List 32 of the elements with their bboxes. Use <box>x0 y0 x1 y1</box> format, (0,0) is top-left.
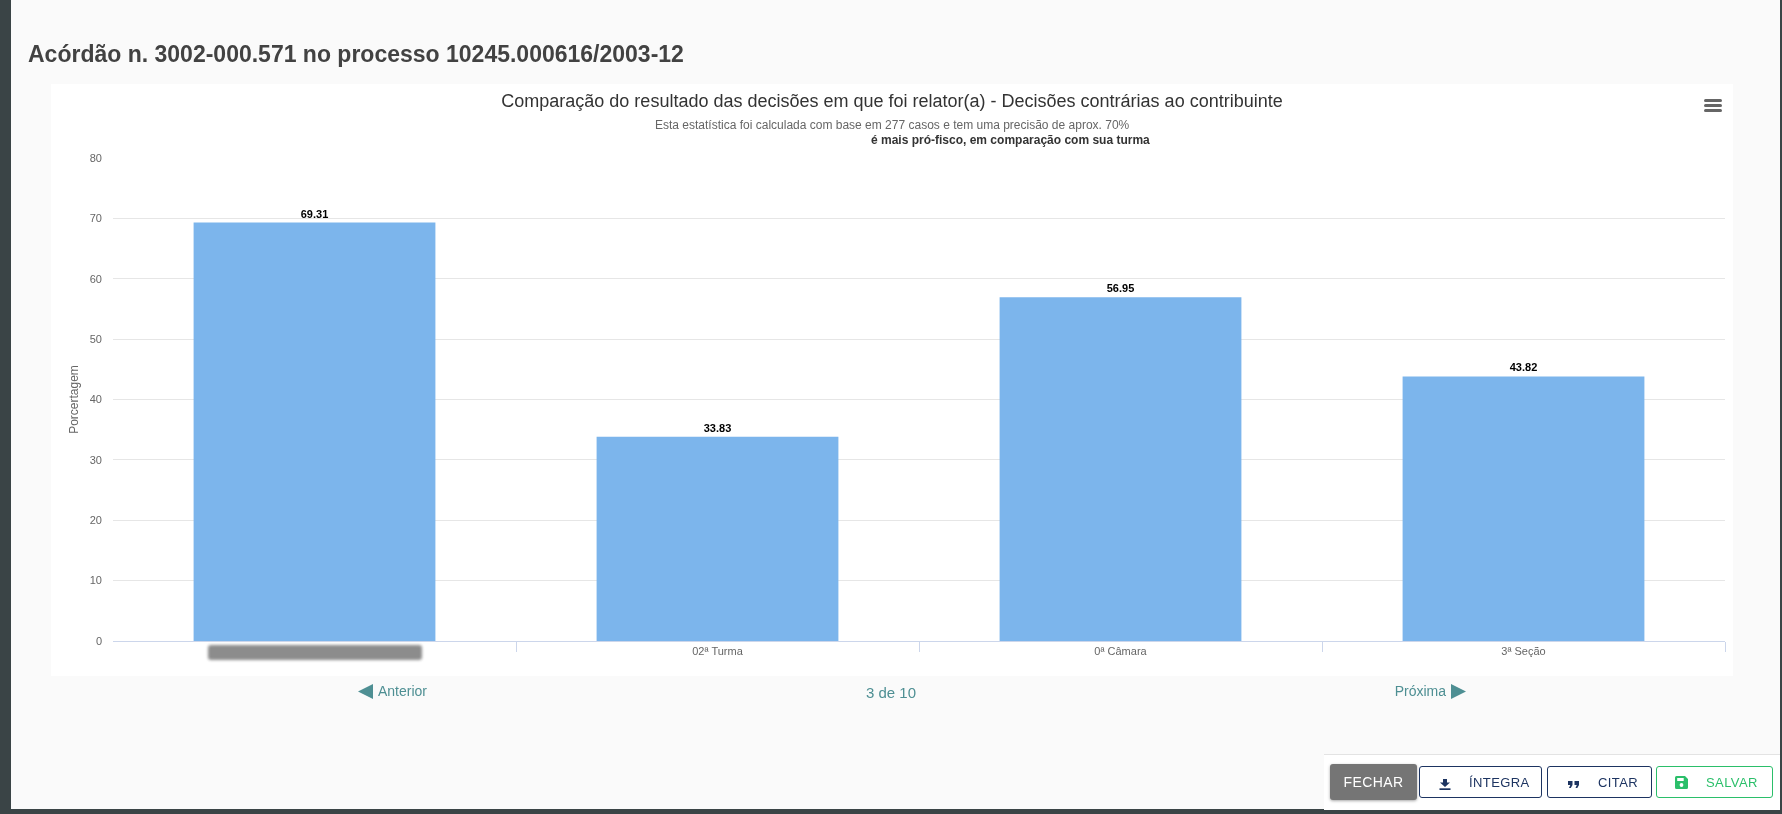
y-tick-label: 60 <box>89 272 102 285</box>
download-button: ÍNTEGRA <box>1419 766 1542 798</box>
text: Anterior <box>378 683 428 699</box>
bar <box>999 297 1242 641</box>
text: Próxima <box>1394 683 1446 699</box>
bar <box>1402 376 1645 641</box>
data-label: 69.31 <box>300 207 329 220</box>
bar <box>596 436 839 641</box>
bar <box>193 222 436 641</box>
chart-subtitle: Esta estatística foi calculada com base em 277 casos e tem uma precisão de aprox. 70% <box>655 118 1130 132</box>
y-tick-label: 20 <box>89 514 102 527</box>
chart-title: Comparação do resultado das decisões em que foi relator(a) - Decisões contrárias ao contribuinte <box>501 91 1283 112</box>
y-tick-label: 80 <box>89 151 102 164</box>
y-tick-label: 10 <box>89 574 102 587</box>
x-tick-label: 3ª Seção <box>1501 645 1546 658</box>
y-tick-label: 40 <box>89 393 102 406</box>
text: 3 de 10 <box>864 684 917 701</box>
data-label: 33.83 <box>703 421 732 434</box>
data-label: 43.82 <box>1509 361 1538 374</box>
y-tick-label: 50 <box>89 332 102 345</box>
x-tick-label: 02ª Turma <box>692 645 744 658</box>
y-tick-label: 0 <box>95 634 102 647</box>
quote-button: CITAR <box>1547 766 1652 798</box>
y-tick-label: 30 <box>89 453 102 466</box>
close-button: FECHAR <box>1330 764 1417 800</box>
y-axis-title: Porcertagem <box>67 365 82 434</box>
y-tick-label: 70 <box>89 212 102 225</box>
text: Acórdão n. 3002-000.571 no processo 10245.000616/2003-12 <box>28 41 684 68</box>
text: é mais pró-fisco, em comparação com sua turma <box>871 133 1151 147</box>
save-button: SALVAR <box>1656 766 1773 798</box>
data-label: 56.95 <box>1106 282 1135 295</box>
x-tick-label: 0ª Câmara <box>1094 645 1148 658</box>
